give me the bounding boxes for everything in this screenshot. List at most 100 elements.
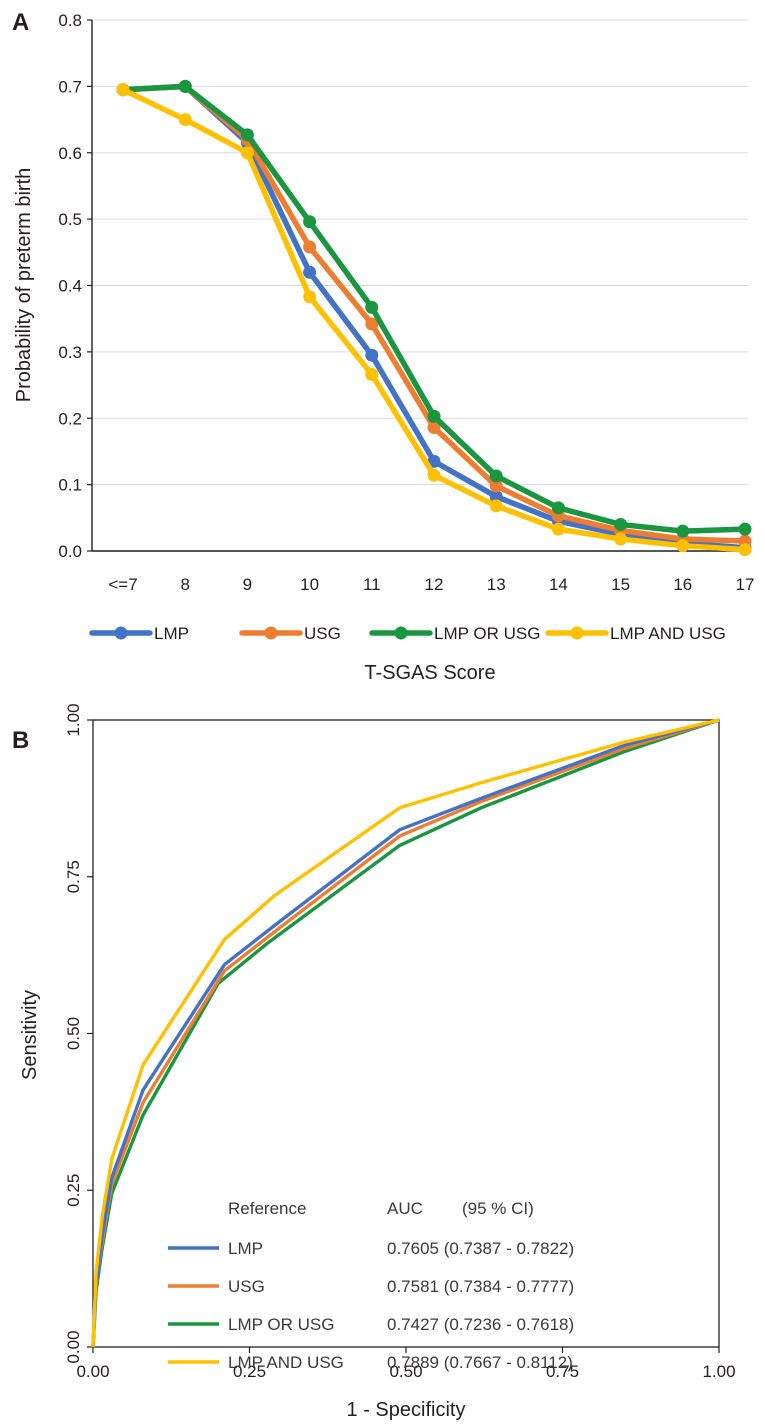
x-tick-label: 13 [487,575,506,594]
x-tick-label: 0.00 [76,1362,109,1381]
data-point [303,240,317,254]
data-point [303,265,317,279]
legend-label: USG [228,1277,265,1296]
x-tick-label: 9 [243,575,252,594]
data-point [551,522,565,536]
y-tick-label: 0.3 [58,343,82,362]
data-point [489,499,503,513]
data-point [489,490,503,504]
legend-label: LMP AND USG [228,1353,344,1372]
legend-label: LMP OR USG [434,624,540,643]
series-lmp [116,79,752,555]
y-tick-label: 0.0 [58,542,82,561]
data-point [303,215,317,229]
panel-b-y-axis-label: Sensitivity [19,990,41,1080]
x-tick-label: 0.75 [546,1362,579,1381]
legend-auc-value: 0.7889 (0.7667 - 0.8112) [387,1353,573,1372]
legend-row-lmp-or-usg: LMP OR USG 0.7427 (0.7236 - 0.7618) [168,1315,574,1334]
legend-label: LMP AND USG [610,624,726,643]
series-lmp-and-usg [116,83,752,557]
legend-item-lmp-and-usg: LMP AND USG [545,624,726,643]
data-point [427,409,441,423]
data-point [614,532,628,546]
x-tick-label: 17 [736,575,755,594]
y-tick-label: 0.25 [64,1174,83,1207]
legend-header-auc: AUC [387,1199,423,1218]
legend-auc-value: 0.7605 (0.7387 - 0.7822) [387,1239,574,1258]
data-point [738,522,752,536]
x-tick-label: 10 [300,575,319,594]
y-tick-label: 0.1 [58,476,82,495]
legend-header-ci: (95 % CI) [462,1199,534,1218]
y-tick-label: 0.00 [64,1330,83,1363]
data-point [489,479,503,493]
legend-label: LMP [228,1239,263,1258]
panel-a-letter: A [12,9,29,36]
x-tick-label: 12 [425,575,444,594]
legend-swatch-marker [264,626,278,640]
data-point [614,517,628,531]
data-point [551,501,565,515]
legend-item-lmp: LMP [89,624,189,643]
panel-a-x-tick-labels: <=7 8 9 10 11 12 13 14 15 16 17 [108,575,754,594]
data-point [240,128,254,142]
legend-auc-value: 0.7427 (0.7236 - 0.7618) [387,1315,574,1334]
data-point [676,539,690,553]
legend-label: USG [304,624,341,643]
panel-b-auc-legend: Reference AUC (95 % CI) LMP 0.7605 (0.738… [168,1199,574,1372]
data-point [365,348,379,362]
legend-label: LMP OR USG [228,1315,334,1334]
x-tick-label: 1.00 [702,1362,735,1381]
x-tick-label: <=7 [108,575,137,594]
legend-row-lmp: LMP 0.7605 (0.7387 - 0.7822) [168,1239,574,1258]
legend-row-usg: USG 0.7581 (0.7384 - 0.7777) [168,1277,574,1296]
legend-swatch-marker [114,626,128,640]
data-point [178,113,192,127]
x-tick-label: 11 [363,575,381,594]
x-tick-label: 8 [180,575,189,594]
x-tick-label: 0.25 [233,1362,266,1381]
y-tick-label: 0.4 [58,277,82,296]
data-point [365,317,379,331]
panel-b-x-tick-labels: 0.00 0.25 0.50 0.75 1.00 [76,1347,736,1381]
legend-header-reference: Reference [228,1199,306,1218]
legend-row-lmp-and-usg: LMP AND USG 0.7889 (0.7667 - 0.8112) [168,1353,573,1372]
panel-a-series [116,79,752,557]
roc-curve-lmp-and-usg [91,718,720,1348]
data-point [676,524,690,538]
data-point [365,367,379,381]
legend-swatch-marker [394,626,408,640]
roc-curve-lmp [91,718,720,1348]
data-point [365,300,379,314]
data-point [240,146,254,160]
y-tick-label: 0.8 [58,11,82,30]
data-point [489,469,503,483]
x-tick-label: 15 [611,575,630,594]
y-tick-label: 0.7 [58,77,82,96]
x-tick-label: 0.50 [389,1362,422,1381]
y-tick-label: 0.6 [58,144,82,163]
data-point [427,468,441,482]
data-point [427,421,441,435]
panel-a-x-axis-label: T-SGAS Score [364,662,495,684]
data-point [738,543,752,557]
panel-b-roc-chart: B 0.00 0.25 0.50 0.75 1.00 0.00 0.25 0.50 0.75 1… [12,703,736,1421]
panel-b-letter: B [12,727,29,754]
y-tick-label: 0.50 [64,1017,83,1050]
y-tick-label: 0.75 [64,860,83,893]
panel-b-x-axis-label: 1 - Specificity [347,1399,466,1421]
y-tick-label: 1.00 [64,703,83,736]
legend-item-usg: USG [239,624,341,643]
x-tick-label: 14 [549,575,568,594]
data-point [427,454,441,468]
x-tick-label: 16 [673,575,692,594]
legend-auc-value: 0.7581 (0.7384 - 0.7777) [387,1277,574,1296]
panel-a-axes [91,20,748,552]
data-point [178,79,192,93]
panel-a-y-tick-labels: 0.0 0.1 0.2 0.3 0.4 0.5 0.6 0.7 0.8 [58,11,92,561]
legend-item-lmp-or-usg: LMP OR USG [369,624,540,643]
panel-b-roc-curves [91,718,720,1348]
panel-a-line-chart: A 0.0 0.1 0.2 0.3 0.4 0.5 0.6 0.7 0.8 <=7 8 9 10 11 1… [12,9,754,684]
panel-a-y-axis-label: Probability of preterm birth [13,168,35,403]
